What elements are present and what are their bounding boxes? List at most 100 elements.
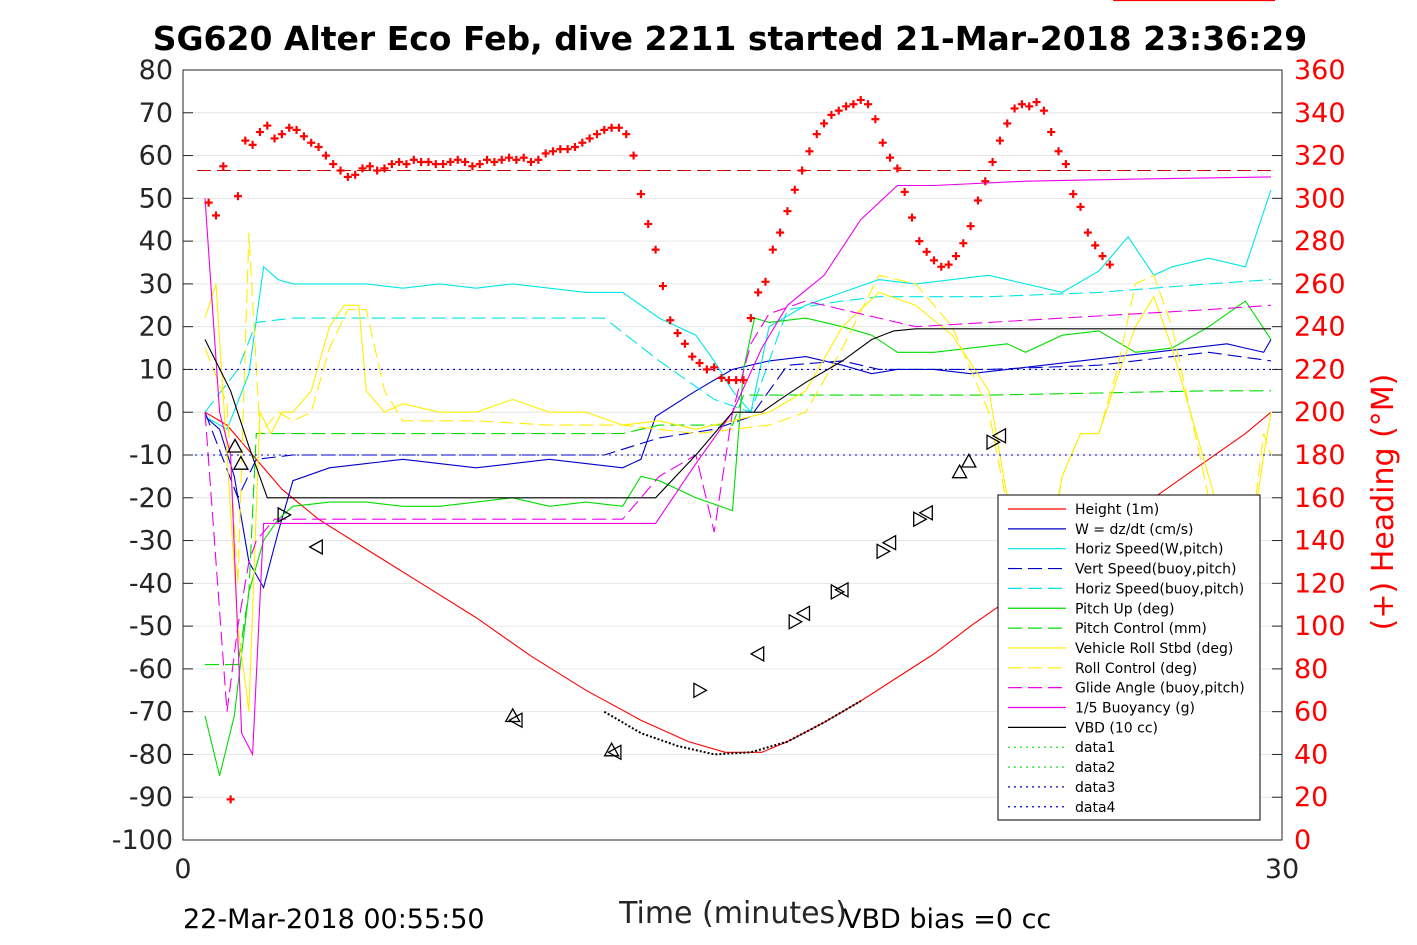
heading-point xyxy=(666,316,675,325)
heading-point xyxy=(490,157,499,166)
heading-point xyxy=(680,339,689,348)
heading-point xyxy=(746,314,755,323)
heading-point xyxy=(380,164,389,173)
heading-point xyxy=(1003,119,1012,128)
series-layer xyxy=(183,176,1282,841)
heading-point xyxy=(1025,102,1034,111)
heading-point xyxy=(886,153,895,162)
heading-point xyxy=(929,256,938,265)
y-tick-label: 40 xyxy=(139,226,173,257)
heading-point xyxy=(1047,128,1056,137)
heading-point xyxy=(710,363,719,372)
legend: Height (1m) W = dz/dt (cm/s) Horiz Speed(W… xyxy=(997,494,1261,821)
dive-marker xyxy=(918,504,933,521)
heading-point xyxy=(834,106,843,115)
heading-point xyxy=(233,192,242,201)
y2-tick-label: 40 xyxy=(1294,739,1328,770)
dive-marker xyxy=(834,581,849,598)
heading-point xyxy=(695,359,704,368)
heading-point xyxy=(893,164,902,173)
y-tick-label: -10 xyxy=(129,440,173,471)
heading-point xyxy=(365,162,374,171)
heading-point xyxy=(739,376,748,385)
dive-markers xyxy=(226,427,1007,761)
heading-point xyxy=(644,220,653,228)
y-tick-label: -60 xyxy=(129,654,173,685)
heading-point xyxy=(204,198,213,207)
y-tick-label: -70 xyxy=(129,697,173,728)
heading-point xyxy=(336,166,345,175)
heading-point xyxy=(776,228,785,237)
heading-point xyxy=(329,160,338,169)
y2-tick-label: 320 xyxy=(1294,141,1346,172)
y-tick-label: -30 xyxy=(129,526,173,557)
heading-point xyxy=(446,157,455,166)
series-line-2 xyxy=(204,189,1272,431)
heading-point xyxy=(1076,202,1085,211)
height-dotted-overlay xyxy=(603,700,862,756)
legend-label: data1 xyxy=(1075,740,1115,756)
heading-point xyxy=(864,100,873,109)
heading-point xyxy=(1061,160,1070,169)
y-tick-label: -100 xyxy=(112,825,173,856)
heading-point xyxy=(351,170,360,179)
heading-point xyxy=(790,185,799,194)
heading-point xyxy=(483,155,492,164)
footer-vbd-bias: VBD bias =0 cc xyxy=(843,904,1051,935)
legend-label: Roll Control (deg) xyxy=(1075,661,1197,677)
heading-point xyxy=(966,222,975,231)
heading-point xyxy=(534,155,543,164)
dive-marker xyxy=(277,506,293,524)
heading-point xyxy=(314,143,323,151)
legend-label: Vehicle Roll Stbd (deg) xyxy=(1075,641,1233,657)
heading-point xyxy=(417,157,426,166)
y2-tick-label: 120 xyxy=(1294,568,1346,599)
heading-point xyxy=(878,138,887,147)
heading-point xyxy=(937,262,946,271)
heading-point xyxy=(798,166,807,175)
heading-point xyxy=(673,329,682,338)
legend-label: W = dz/dt (cm/s) xyxy=(1075,522,1194,538)
heading-point xyxy=(871,115,880,124)
heading-point xyxy=(548,147,557,156)
series-line-4 xyxy=(204,279,1272,413)
heading-point xyxy=(827,110,836,119)
y2-tick-label: 340 xyxy=(1294,98,1346,129)
axis-ticks: 80706050403020100-10-20-30-40-50-60-70-8… xyxy=(112,55,1346,885)
heading-point xyxy=(995,136,1004,145)
dive-marker xyxy=(603,741,620,757)
heading-point xyxy=(922,247,931,256)
y2-tick-label: 240 xyxy=(1294,312,1346,343)
y2-tick-label: 160 xyxy=(1294,483,1346,514)
right-axis-label: (+) Heading (°M) xyxy=(1366,374,1401,631)
y2-tick-label: 220 xyxy=(1294,354,1346,385)
y-tick-label: 60 xyxy=(139,141,173,172)
heading-point xyxy=(761,277,770,286)
dive-marker xyxy=(795,605,811,622)
dive-marker xyxy=(913,511,928,528)
heading-point xyxy=(255,128,264,137)
heading-point xyxy=(556,145,565,154)
heading-point xyxy=(358,164,367,173)
heading-point xyxy=(241,136,250,145)
heading-point xyxy=(497,155,506,164)
heading-point xyxy=(768,245,777,254)
heading-point xyxy=(424,157,433,166)
heading-point xyxy=(600,125,609,134)
footer-timestamp: 22-Mar-2018 00:55:50 xyxy=(183,904,485,935)
heading-point xyxy=(607,123,616,132)
y-tick-label: 80 xyxy=(139,55,173,86)
heading-point xyxy=(373,166,382,175)
legend-label: data2 xyxy=(1075,760,1115,776)
dive-marker xyxy=(308,538,323,556)
heading-point xyxy=(453,155,462,164)
x-axis-label: Time (minutes) xyxy=(618,896,847,931)
y-tick-label: -20 xyxy=(129,483,173,514)
heading-point xyxy=(570,143,579,151)
heading-point xyxy=(622,130,631,139)
series-line-1 xyxy=(204,339,1272,590)
heading-point xyxy=(1098,252,1107,261)
heading-point xyxy=(636,190,645,199)
heading-point xyxy=(614,123,623,132)
legend-label: Height (1m) xyxy=(1075,502,1159,518)
